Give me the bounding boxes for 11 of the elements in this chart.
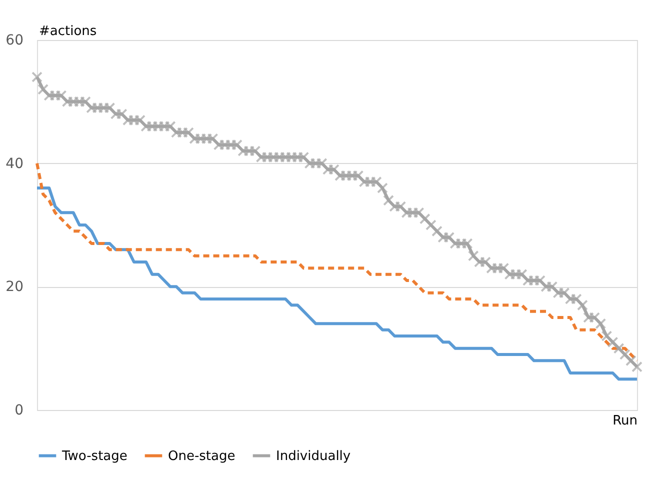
line-series: [36, 162, 638, 362]
y-tick-label: 0: [14, 402, 24, 418]
legend-label: Individually: [276, 448, 351, 464]
x-axis-title: Run: [612, 414, 638, 428]
legend-label: One-stage: [168, 448, 236, 464]
y-tick-label: 60: [6, 32, 24, 48]
y-tick-label: 20: [6, 279, 24, 296]
line-series: [36, 186, 638, 381]
legend-label: Two-stage: [61, 448, 128, 464]
y-axis-title: #actions: [39, 24, 97, 39]
y-tick-label: 40: [6, 156, 24, 172]
